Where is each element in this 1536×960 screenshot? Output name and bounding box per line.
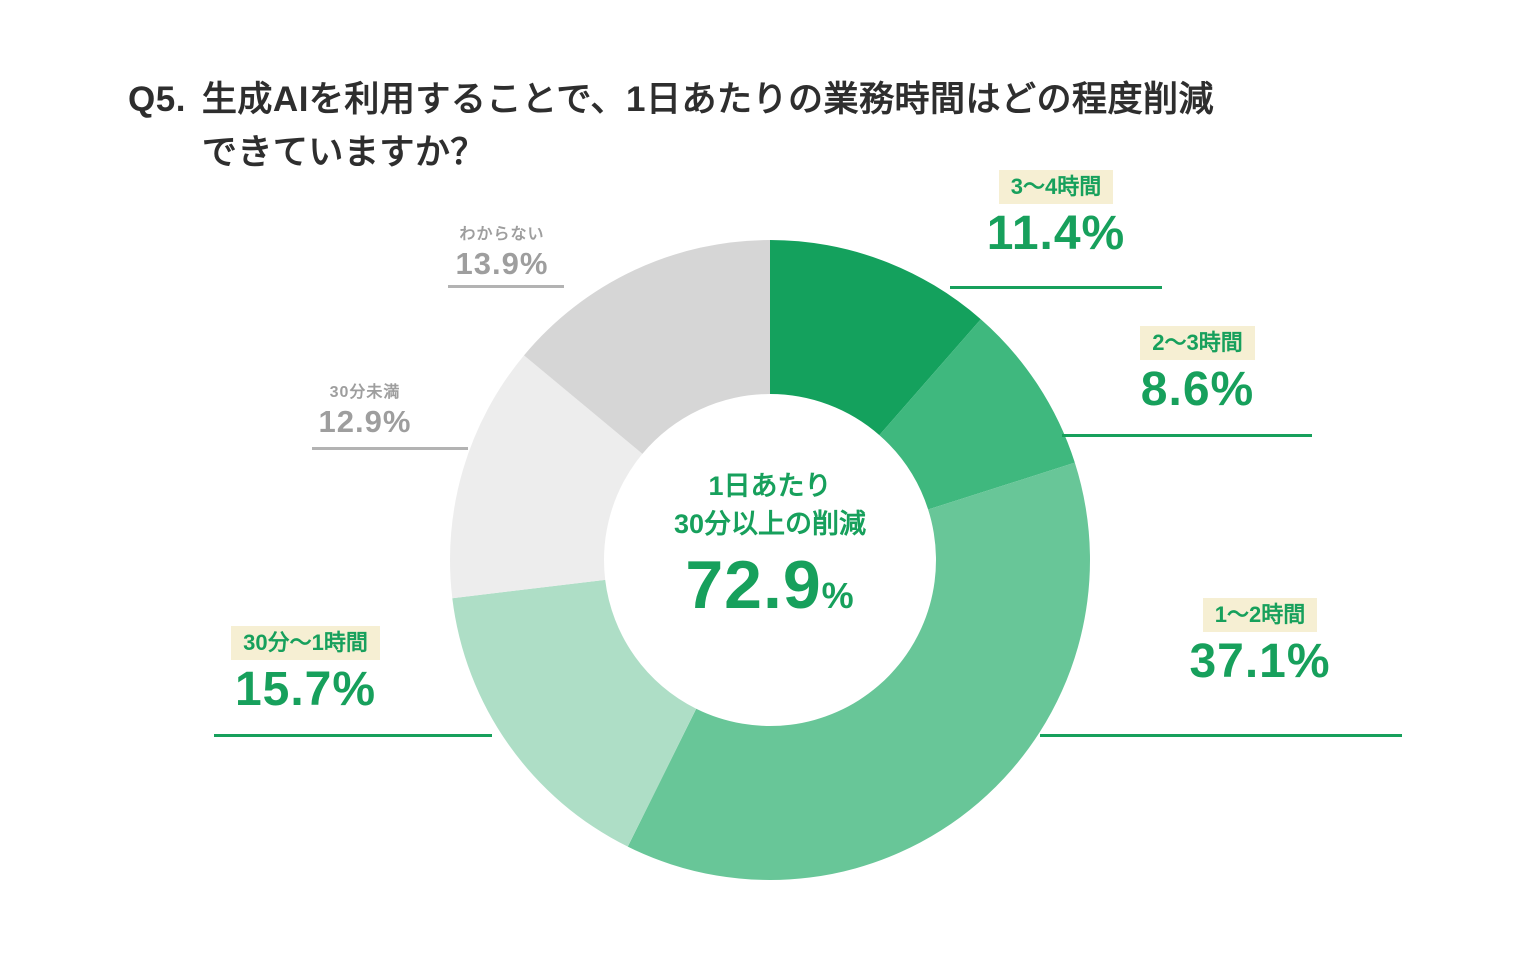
callout-30m-1h-label: 30分〜1時間 bbox=[231, 626, 380, 661]
donut-segment-5 bbox=[524, 240, 770, 454]
center-value-unit: % bbox=[821, 574, 855, 616]
callout-1-2h-label: 1〜2時間 bbox=[1202, 598, 1318, 633]
center-value-number: 72.9 bbox=[685, 546, 822, 623]
callout-3-4h-label: 3〜4時間 bbox=[998, 170, 1114, 205]
donut-chart bbox=[450, 240, 1090, 880]
callout-1-2h-leader-line bbox=[1040, 734, 1402, 737]
callout-30m-1h: 30分〜1時間 15.7% bbox=[198, 626, 413, 718]
donut-center-label: 1日あたり 30分以上の削減 72.9% bbox=[615, 468, 925, 621]
callout-30m-1h-leader-line bbox=[214, 734, 492, 737]
donut-segment-4 bbox=[450, 355, 643, 599]
donut-chart-svg bbox=[450, 240, 1090, 880]
question-text-line2: できていますか？ bbox=[201, 132, 486, 172]
donut-segment-3 bbox=[452, 579, 697, 847]
callout-unknown-value: 13.9% bbox=[455, 246, 549, 282]
callout-30m-1h-value: 15.7% bbox=[234, 663, 377, 717]
callout-2-3h-leader-line bbox=[1062, 434, 1312, 437]
callout-3-4h-leader-line bbox=[950, 286, 1162, 289]
callout-unknown-label: わからない bbox=[459, 226, 545, 243]
callout-2-3h-value: 8.6% bbox=[1140, 363, 1255, 417]
callout-under-30m-label: 30分未満 bbox=[329, 384, 401, 401]
callout-unknown: わからない 13.9% bbox=[438, 225, 566, 282]
center-label-value: 72.9% bbox=[615, 546, 925, 623]
donut-segment-1 bbox=[879, 319, 1075, 510]
callout-3-4h: 3〜4時間 11.4% bbox=[950, 170, 1162, 262]
callout-unknown-leader-line bbox=[448, 285, 564, 288]
callout-under-30m-value: 12.9% bbox=[318, 404, 412, 440]
callout-1-2h: 1〜2時間 37.1% bbox=[1115, 598, 1405, 690]
question-text-line1: 生成AIを利用することで、1日あたりの業務時間はどの程度削減 bbox=[201, 80, 1214, 119]
chart-title: Q5. 生成AIを利用することで、1日あたりの業務時間はどの程度削減 できていま… bbox=[128, 74, 1214, 179]
center-label-line2: 30分以上の削減 bbox=[673, 508, 867, 539]
callout-3-4h-value: 11.4% bbox=[986, 207, 1126, 261]
callout-2-3h: 2〜3時間 8.6% bbox=[1080, 326, 1315, 418]
callout-under-30m-leader-line bbox=[312, 447, 468, 450]
donut-segment-0 bbox=[770, 240, 981, 436]
question-text: 生成AIを利用することで、1日あたりの業務時間はどの程度削減 できていますか？ bbox=[202, 74, 1214, 179]
callout-under-30m: 30分未満 12.9% bbox=[300, 383, 430, 440]
question-number: Q5. bbox=[128, 80, 186, 119]
donut-segment-2 bbox=[627, 462, 1090, 880]
callout-2-3h-label: 2〜3時間 bbox=[1140, 326, 1255, 361]
callout-1-2h-value: 37.1% bbox=[1189, 635, 1331, 689]
center-label-line1: 1日あたり bbox=[708, 471, 832, 501]
